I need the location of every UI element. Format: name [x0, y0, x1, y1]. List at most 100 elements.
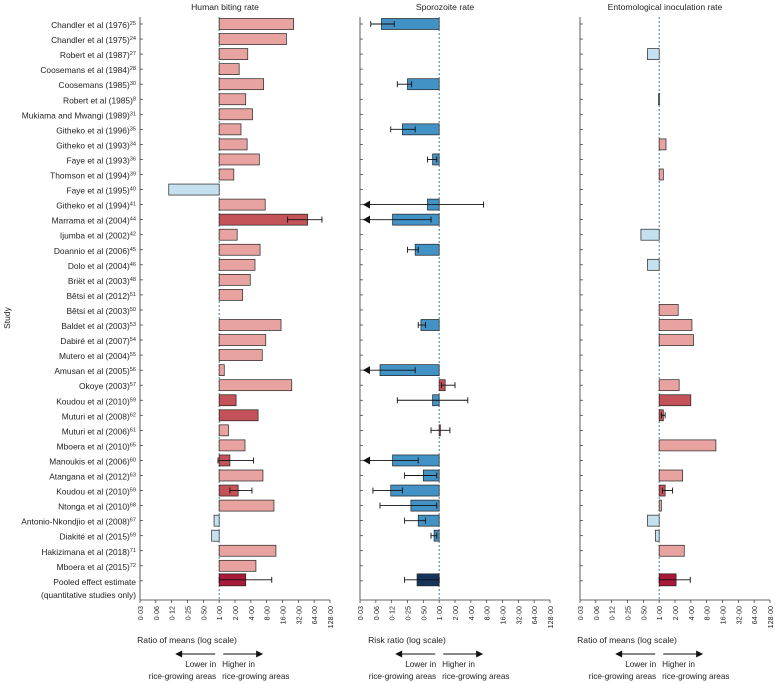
x-tick-label: 0·50 — [419, 606, 428, 620]
x-tick-label: 8·00 — [483, 606, 492, 620]
x-tick-label: 2·00 — [671, 606, 680, 620]
panel-title: Human biting rate — [191, 2, 259, 12]
x-tick-label: 4·00 — [467, 606, 476, 620]
effect-bar — [218, 63, 240, 76]
study-ref: 55 — [130, 352, 136, 358]
arrow-right-icon — [256, 650, 264, 658]
effect-bar — [218, 394, 237, 407]
direction-higher-label: Higher in — [222, 660, 255, 669]
effect-bar — [218, 108, 253, 121]
study-ref: 56 — [130, 367, 136, 373]
effect-bar — [218, 243, 261, 256]
effect-bar — [218, 274, 251, 286]
x-tick-label: 8·00 — [703, 606, 712, 620]
study-label: Coosemans (1985)30 — [59, 80, 136, 90]
direction-lower-label: rice-growing areas — [369, 672, 436, 681]
x-tick-label: 128·00 — [326, 606, 335, 628]
x-tick-label: 0·25 — [624, 606, 633, 620]
effect-bar — [218, 319, 282, 331]
x-tick-label: 128·00 — [546, 606, 555, 628]
x-tick-label: 0·12 — [388, 606, 397, 620]
study-ref: 34 — [130, 141, 136, 147]
effect-bar — [218, 439, 246, 452]
x-tick-label: 32·00 — [734, 606, 743, 624]
panel-title: Sporozoite rate — [416, 2, 475, 12]
effect-bar — [218, 469, 264, 482]
effect-bar — [658, 499, 662, 512]
study-ref: 46 — [130, 262, 136, 268]
study-ref: 31 — [130, 111, 136, 117]
study-ref: 45 — [130, 247, 136, 253]
study-ref: 61 — [130, 427, 136, 433]
study-label: Dabiré et al (2007)54 — [60, 336, 136, 346]
effect-bar — [218, 559, 257, 572]
study-label: Chandler et al (1975)24 — [51, 35, 136, 45]
x-axis-label: Ratio of means (log scale) — [137, 635, 237, 645]
y-axis-label: Study — [2, 306, 12, 328]
study-label: Mboera et al (2015)72 — [57, 562, 136, 572]
x-axis-label: Risk ratio (log scale) — [368, 635, 446, 645]
effect-bar — [218, 93, 247, 106]
study-label: Baldet et al (2003)53 — [61, 321, 136, 331]
x-tick-label: 0·06 — [372, 606, 381, 620]
study-label: Robert et al (1985)8 — [63, 95, 136, 105]
study-labels: Chandler et al (1976)25 Chandler et al (1… — [21, 20, 136, 600]
study-label: Marrama et al (2004)44 — [52, 216, 136, 226]
study-label: Amusan et al (2005)56 — [54, 366, 136, 376]
effect-bar — [218, 78, 264, 91]
study-label: Mutero et al (2004)55 — [59, 351, 136, 361]
effect-bar — [655, 529, 660, 542]
study-label: Faye et al (1995)40 — [66, 186, 136, 196]
study-label: Mboera et al (2010)65 — [57, 441, 136, 451]
study-ref: 40 — [130, 187, 136, 193]
study-ref: 50 — [130, 307, 136, 313]
effect-bar — [218, 228, 238, 241]
direction-higher-label: rice-growing areas — [222, 672, 289, 681]
study-ref: 57 — [130, 382, 136, 388]
study-label: Coosemans et al (1984)28 — [40, 65, 136, 75]
x-tick-label: 0·06 — [152, 606, 161, 620]
x-tick-label: 16·00 — [279, 606, 288, 624]
study-label: Manoukis et al (2006)60 — [49, 456, 136, 466]
x-tick-label: 2·00 — [451, 606, 460, 620]
ci-arrow-head — [363, 215, 370, 224]
effect-bar — [218, 123, 242, 136]
study-ref: 53 — [130, 322, 136, 328]
study-label: Thomson et al (1994)39 — [50, 171, 136, 181]
x-tick-label: 1·00 — [215, 606, 224, 620]
study-label: Chandler et al (1976)25 — [51, 20, 136, 30]
x-tick-label: 128·00 — [766, 606, 775, 628]
study-ref: 68 — [130, 503, 136, 509]
study-label: Ntonga et al (2010)68 — [58, 502, 136, 512]
study-ref: 44 — [130, 217, 136, 223]
study-ref: 60 — [130, 457, 136, 463]
effect-bar — [658, 319, 693, 331]
study-ref: 35 — [130, 126, 136, 132]
effect-bar — [658, 394, 692, 407]
study-label: Koudou et al (2010)59 — [56, 487, 136, 497]
study-label: Mukiama and Mwangi (1989)31 — [22, 110, 136, 120]
effect-bar — [658, 138, 667, 151]
x-tick-label: 4·00 — [247, 606, 256, 620]
ci-arrow-head — [363, 366, 370, 375]
study-ref: 28 — [130, 66, 136, 72]
direction-higher-label: rice-growing areas — [662, 672, 729, 681]
effect-bar — [218, 379, 293, 392]
effect-bar — [211, 529, 220, 542]
study-ref: 69 — [130, 533, 136, 539]
effect-bar — [218, 33, 287, 45]
study-label: Okoye (2003)57 — [79, 381, 136, 391]
x-tick-label: 0·03 — [136, 606, 145, 620]
study-ref: 63 — [130, 473, 136, 479]
effect-bar — [218, 48, 249, 60]
study-ref: 42 — [130, 232, 136, 238]
x-tick-label: 64·00 — [750, 606, 759, 624]
direction-higher-label: Higher in — [442, 660, 475, 669]
effect-bar — [658, 334, 694, 346]
effect-bar — [218, 409, 259, 422]
arrow-right-icon — [476, 650, 484, 658]
x-tick-label: 0·25 — [184, 606, 193, 620]
arrow-left-icon — [615, 650, 623, 658]
effect-bar — [640, 228, 660, 241]
panel-3: Entomological inoculation rate 0·03 0·06 0·… — [576, 2, 775, 681]
